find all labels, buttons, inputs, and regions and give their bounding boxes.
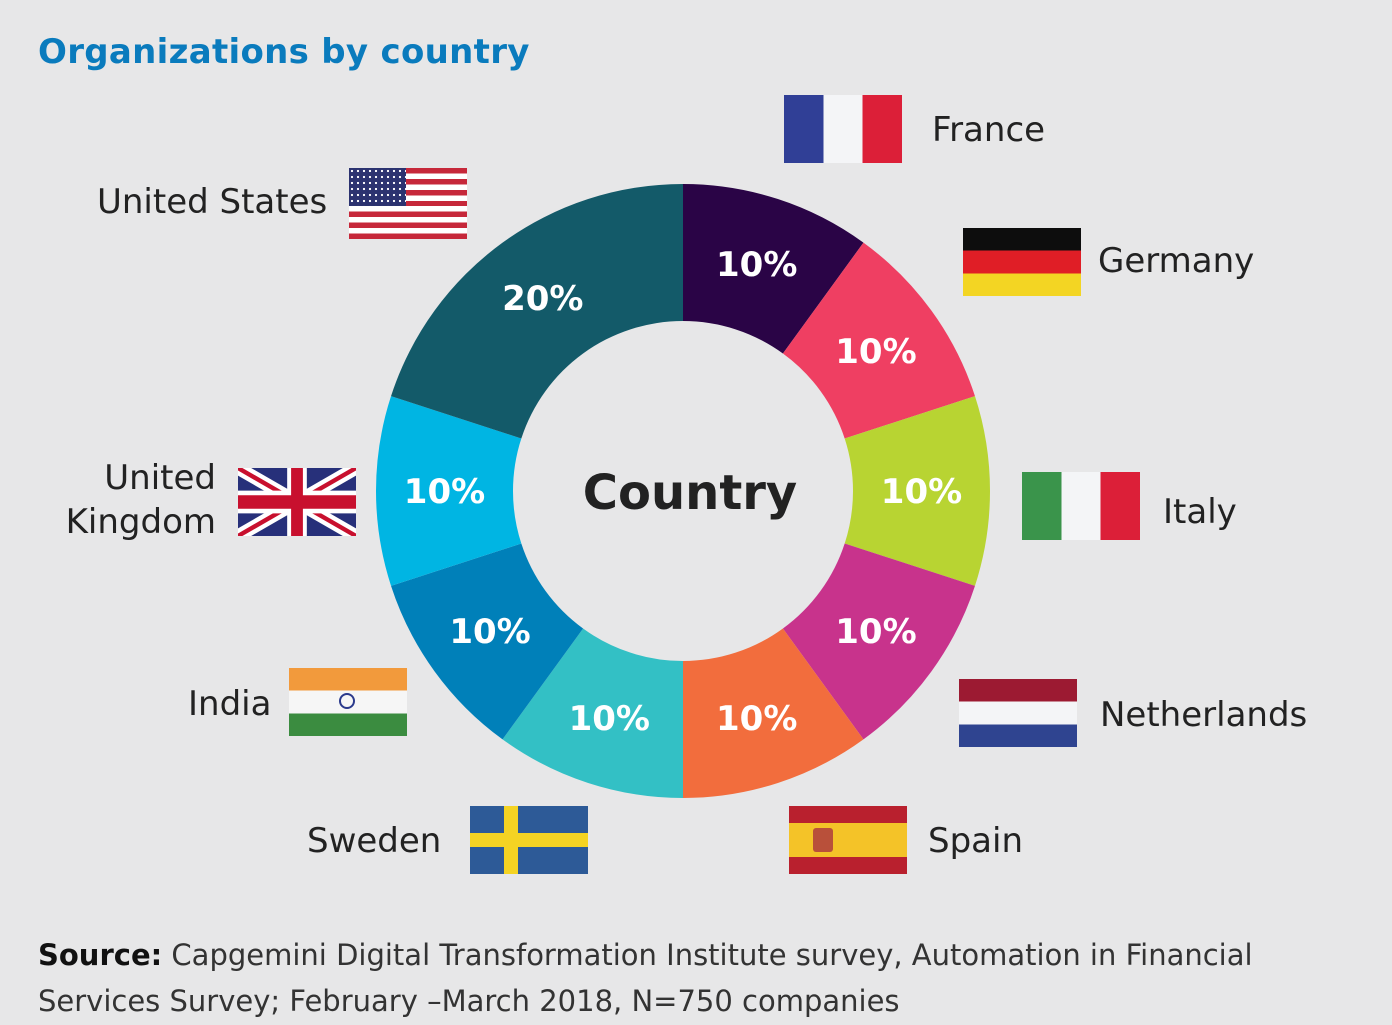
data-label-united-states: 20% — [502, 279, 583, 319]
united-kingdom-flag-icon — [238, 468, 356, 536]
chart-title: Organizations by country — [38, 32, 530, 72]
label-italy: Italy — [1163, 492, 1237, 532]
data-label-india: 10% — [449, 612, 530, 652]
slice-spain — [683, 628, 864, 798]
source-note: Source: Capgemini Digital Transformation… — [38, 932, 1338, 1024]
data-label-netherlands: 10% — [835, 612, 916, 652]
sweden-flag-icon — [470, 806, 588, 874]
label-india: India — [188, 684, 272, 724]
label-sweden: Sweden — [307, 821, 442, 861]
slice-germany — [782, 242, 975, 439]
germany-flag-icon — [963, 228, 1081, 296]
italy-flag-icon — [1022, 472, 1140, 540]
label-uk-line1: United — [104, 458, 216, 498]
label-netherlands: Netherlands — [1100, 695, 1308, 735]
data-label-france: 10% — [716, 245, 797, 285]
slice-united-states — [391, 184, 683, 439]
label-germany: Germany — [1098, 241, 1255, 281]
slice-india — [391, 543, 584, 740]
slice-sweden — [502, 628, 683, 798]
data-label-united-kingdom: 10% — [404, 472, 485, 512]
data-label-germany: 10% — [835, 332, 916, 372]
label-france: France — [932, 110, 1046, 150]
source-text: Capgemini Digital Transformation Institu… — [38, 938, 1253, 1018]
spain-coat-of-arms-icon — [813, 828, 833, 852]
slice-netherlands — [782, 543, 975, 740]
spain-flag-icon — [789, 806, 907, 874]
label-spain: Spain — [928, 821, 1023, 861]
slice-france — [683, 184, 864, 354]
source-label: Source: — [38, 938, 163, 972]
ashoka-chakra-icon — [339, 693, 355, 709]
label-united-kingdom: United Kingdom — [64, 456, 216, 544]
label-uk-line2: Kingdom — [65, 502, 216, 542]
data-label-sweden: 10% — [569, 699, 650, 739]
label-united-states: United States — [97, 182, 328, 222]
slice-united-kingdom — [375, 396, 522, 586]
data-label-spain: 10% — [716, 699, 797, 739]
netherlands-flag-icon — [959, 679, 1077, 747]
center-label: Country — [583, 465, 797, 521]
slice-italy — [844, 396, 990, 586]
united-states-flag-icon — [349, 168, 467, 239]
data-label-italy: 10% — [881, 472, 962, 512]
france-flag-icon — [784, 95, 902, 163]
india-flag-icon — [289, 668, 407, 736]
